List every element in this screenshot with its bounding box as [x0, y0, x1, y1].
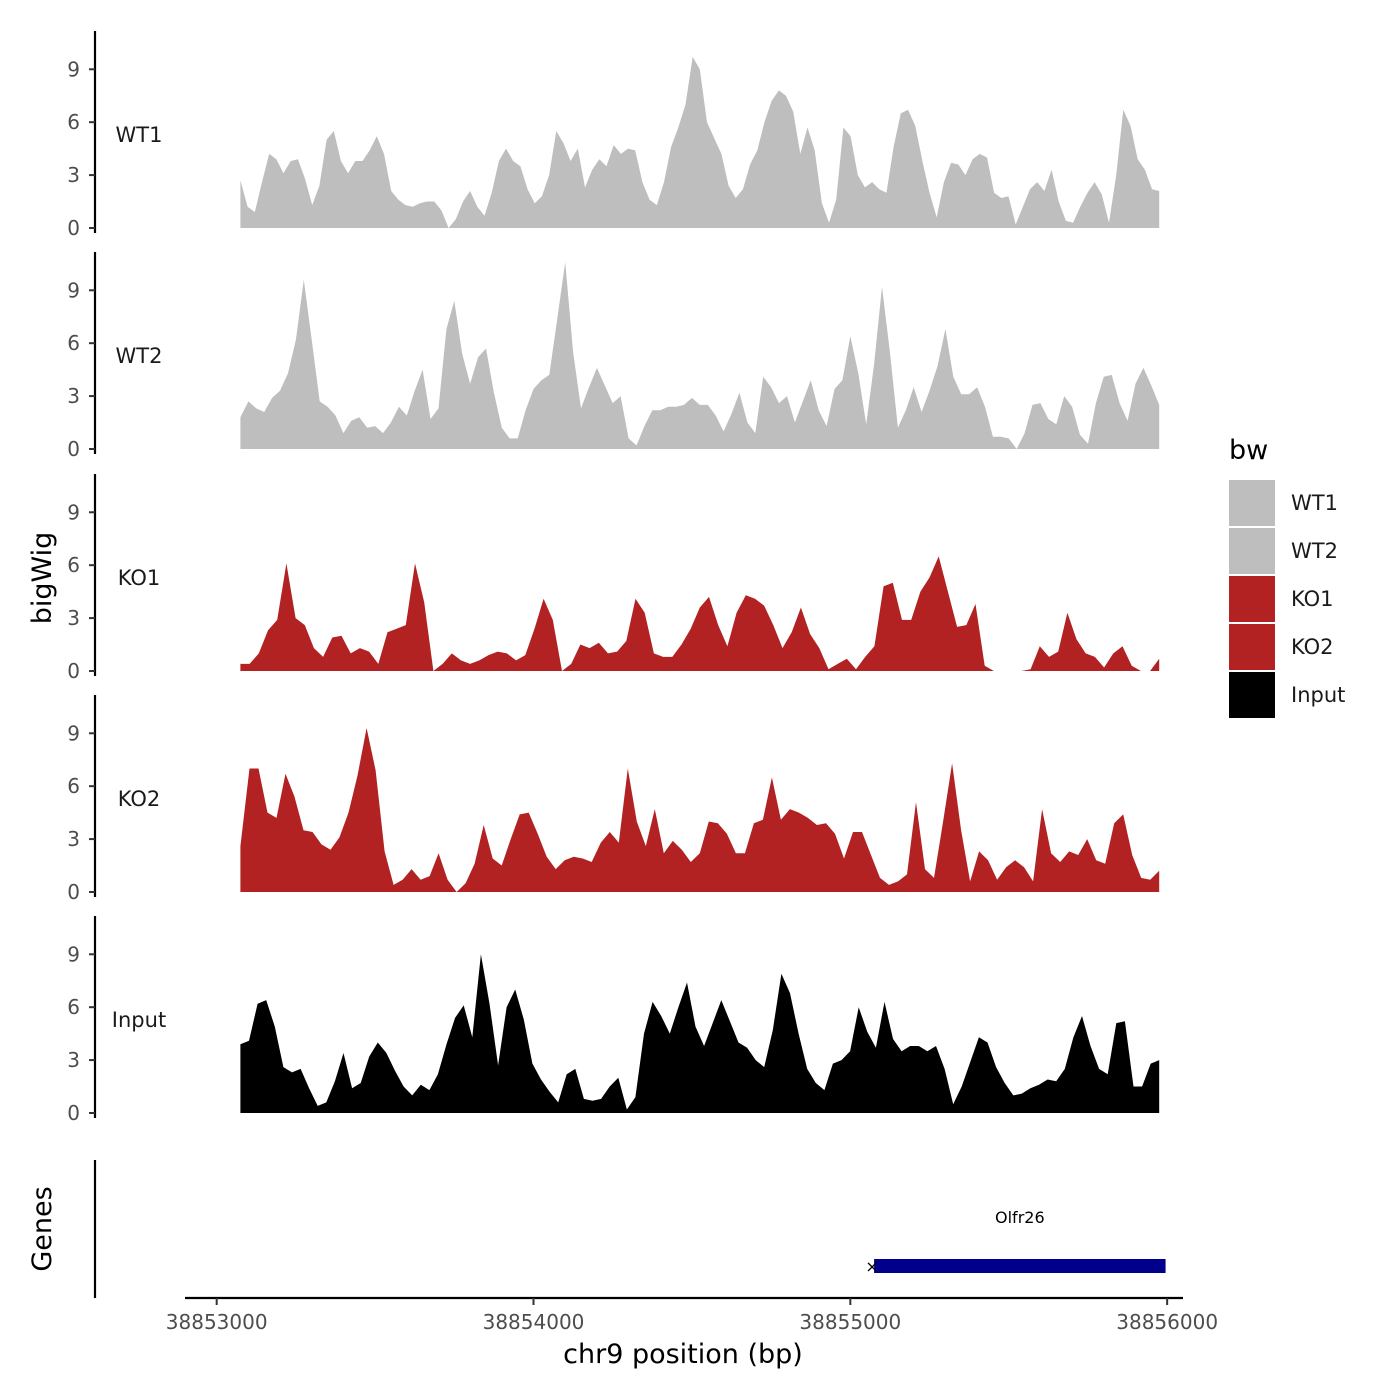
- legend-label: WT1: [1291, 491, 1338, 515]
- legend-swatch: [1229, 576, 1275, 622]
- x-tick-label: 38855000: [799, 1310, 901, 1334]
- legend-item-wt1: WT1: [1229, 480, 1338, 526]
- y-axis-title: bigWig: [27, 532, 58, 625]
- area-wt1: [240, 56, 1160, 229]
- area-ko1: [240, 556, 1160, 671]
- y-tick-label: 0: [67, 1101, 80, 1125]
- track-ko2: 0 3 6 9 KO2: [67, 695, 1160, 904]
- y-tick-label: 0: [67, 216, 80, 240]
- y-tick-label: 9: [67, 721, 80, 745]
- legend-swatch: [1229, 624, 1275, 670]
- y-tick-label: 3: [67, 827, 80, 851]
- y-tick-label: 3: [67, 606, 80, 630]
- y-tick-label: 9: [67, 57, 80, 81]
- x-axis-title: chr9 position (bp): [563, 1339, 803, 1370]
- legend-item-ko1: KO1: [1229, 576, 1334, 622]
- x-axis: 38853000 38854000 38855000 38856000: [166, 1296, 1218, 1334]
- track-label-wt1: WT1: [116, 123, 163, 147]
- legend-label: WT2: [1291, 539, 1338, 563]
- y-tick-label: 3: [67, 163, 80, 187]
- track-label-wt2: WT2: [116, 344, 163, 368]
- legend-swatch: [1229, 528, 1275, 574]
- legend-swatch: [1229, 672, 1275, 718]
- legend-label: KO2: [1291, 635, 1334, 659]
- track-input: 0 3 6 9 Input: [67, 916, 1160, 1125]
- area-input: [240, 954, 1160, 1113]
- y-tick-label: 9: [67, 278, 80, 302]
- track-wt1: 0 3 6 9 WT1: [67, 31, 1160, 240]
- gene-panel: × Olfr26: [93, 1160, 1166, 1298]
- genes-axis-title: Genes: [27, 1186, 58, 1271]
- y-tick-label: 9: [67, 500, 80, 524]
- gene-start-marker: ×: [865, 1257, 878, 1276]
- legend-item-ko2: KO2: [1229, 624, 1334, 670]
- legend-label: Input: [1291, 683, 1345, 707]
- track-label-ko2: KO2: [118, 787, 161, 811]
- legend-label: KO1: [1291, 587, 1334, 611]
- track-label-input: Input: [112, 1008, 166, 1032]
- track-label-ko1: KO1: [118, 566, 161, 590]
- x-tick-label: 38853000: [166, 1310, 268, 1334]
- y-tick-label: 6: [67, 331, 80, 355]
- legend-item-wt2: WT2: [1229, 528, 1338, 574]
- legend-item-input: Input: [1229, 672, 1345, 718]
- y-tick-label: 3: [67, 1048, 80, 1072]
- gene-name-label: Olfr26: [995, 1208, 1045, 1227]
- x-tick-label: 38856000: [1116, 1310, 1218, 1334]
- area-ko2: [240, 728, 1160, 892]
- area-wt2: [240, 262, 1160, 449]
- y-tick-label: 0: [67, 880, 80, 904]
- y-tick-label: 6: [67, 110, 80, 134]
- x-tick-label: 38854000: [483, 1310, 585, 1334]
- y-tick-label: 6: [67, 995, 80, 1019]
- y-tick-label: 0: [67, 659, 80, 683]
- y-tick-label: 9: [67, 942, 80, 966]
- y-tick-label: 3: [67, 384, 80, 408]
- legend-title: bw: [1229, 435, 1268, 466]
- track-wt2: 0 3 6 9 WT2: [67, 252, 1160, 461]
- track-ko1: 0 3 6 9 KO1: [67, 474, 1160, 683]
- y-tick-label: 0: [67, 437, 80, 461]
- y-tick-label: 6: [67, 774, 80, 798]
- y-tick-label: 6: [67, 553, 80, 577]
- legend-swatch: [1229, 480, 1275, 526]
- legend: bw WT1 WT2 KO1 KO2 Input: [1229, 435, 1345, 718]
- track-panels: 0 3 6 9 WT1 0 3 6 9 WT2 0 3 6 9 KO1 0 3 6 9 KO2 0 3 6 9 Input: [67, 31, 1160, 1125]
